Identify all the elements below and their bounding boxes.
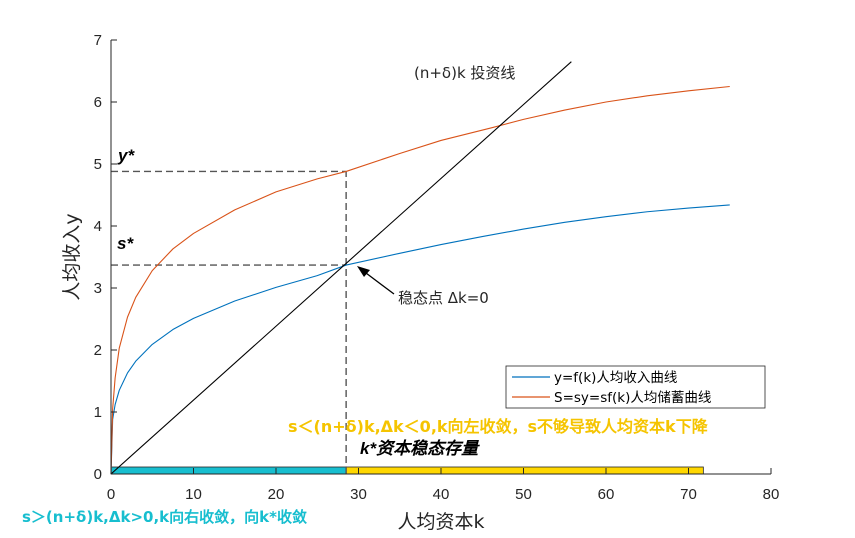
x-tick-label: 0 bbox=[107, 486, 115, 503]
y-tick-label: 0 bbox=[94, 466, 102, 483]
legend-box bbox=[505, 365, 766, 409]
x-tick-label: 50 bbox=[515, 486, 532, 503]
y-axis-title: 人均收入y bbox=[61, 213, 83, 300]
steady-state-arrow bbox=[357, 266, 395, 295]
legend-label-income: y=f(k)人均收入曲线 bbox=[554, 370, 677, 386]
plot-background bbox=[111, 40, 771, 474]
plot-area bbox=[111, 40, 771, 474]
y-tick-label: 1 bbox=[94, 404, 102, 421]
x-tick-label: 10 bbox=[185, 486, 202, 503]
y-tick-label: 6 bbox=[94, 94, 102, 111]
band-0 bbox=[110, 466, 347, 475]
x-tick-label: 70 bbox=[680, 486, 697, 503]
x-axis-title: 人均资本k bbox=[397, 511, 484, 533]
band-1 bbox=[345, 466, 704, 475]
income-curve bbox=[110, 204, 730, 475]
x-tick-label: 40 bbox=[433, 486, 450, 503]
legend-label-saving: S=sy=sf(k)人均储蓄曲线 bbox=[554, 390, 711, 406]
y-tick-label: 2 bbox=[94, 342, 102, 359]
y-tick-label: 4 bbox=[94, 218, 102, 235]
saving-curve bbox=[110, 85, 730, 475]
k-star-label: k*资本稳态存量 bbox=[360, 439, 480, 458]
legend: y=f(k)人均收入曲线 S=sy=sf(k)人均储蓄曲线 bbox=[505, 365, 766, 409]
yellow-note: s＜(n+δ)k,Δk＜0,k向左收敛，s不够导致人均资本k下降 bbox=[288, 417, 709, 436]
cyan-note: s＞(n+δ)k,Δk>0,k向右收敛，向k*收敛 bbox=[22, 508, 307, 526]
x-ticks: 0 10 20 30 40 50 60 70 80 bbox=[107, 468, 780, 503]
s-star-label: s* bbox=[117, 234, 134, 253]
y-tick-label: 3 bbox=[94, 280, 102, 297]
steady-state-label: 稳态点 Δk=0 bbox=[398, 289, 489, 307]
x-tick-label: 20 bbox=[268, 486, 285, 503]
x-tick-label: 80 bbox=[763, 486, 780, 503]
investment-line bbox=[110, 61, 572, 475]
y-tick-label: 7 bbox=[94, 32, 102, 49]
y-star-label: y* bbox=[117, 146, 135, 165]
series-layer bbox=[110, 61, 730, 475]
y-ticks: 0 1 2 3 4 5 6 7 bbox=[94, 32, 117, 483]
x-tick-label: 30 bbox=[350, 486, 367, 503]
investment-line-label: (n+δ)k 投资线 bbox=[414, 64, 515, 82]
y-tick-label: 5 bbox=[94, 156, 102, 173]
reference-lines bbox=[111, 170, 347, 474]
band-layer bbox=[110, 466, 704, 475]
x-tick-label: 60 bbox=[598, 486, 615, 503]
